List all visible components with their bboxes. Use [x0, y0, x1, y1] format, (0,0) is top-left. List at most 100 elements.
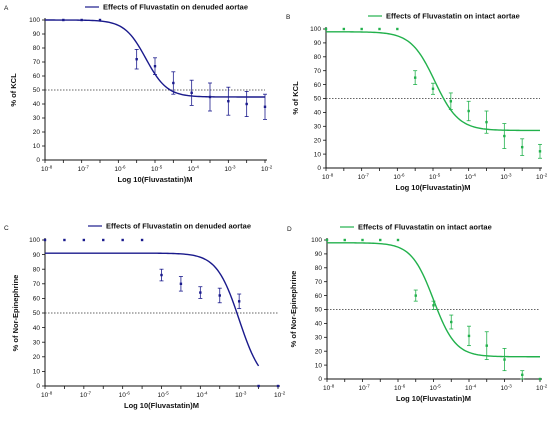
x-tick-label: 10-5	[430, 384, 442, 393]
y-tick-label: 20	[314, 137, 322, 144]
x-tick-base: 10	[235, 392, 243, 399]
y-tick-label: 90	[33, 31, 41, 38]
data-point	[160, 273, 163, 277]
x-tick-base: 10	[80, 392, 88, 399]
y-tick-label: 30	[33, 339, 41, 346]
data-point	[485, 344, 488, 347]
x-tick-base: 10	[323, 385, 331, 392]
y-tick-label: 100	[310, 26, 321, 33]
x-tick-base: 10	[429, 174, 437, 181]
data-point	[82, 238, 86, 242]
data-point	[413, 76, 417, 79]
data-point	[172, 81, 175, 85]
data-point	[276, 384, 280, 388]
x-tick-exponent: -7	[365, 173, 369, 178]
data-point	[325, 238, 329, 242]
y-tick-label: 90	[314, 40, 322, 47]
y-tick-label: 80	[314, 54, 322, 61]
x-tick-base: 10	[393, 174, 401, 181]
data-point	[140, 238, 144, 242]
x-tick-base: 10	[158, 392, 166, 399]
x-tick-base: 10	[430, 385, 438, 392]
data-point	[538, 150, 542, 153]
legend-title: Effects of Fluvastatin on intact aortae	[358, 223, 492, 232]
data-point	[360, 27, 363, 31]
data-point	[538, 377, 542, 381]
x-tick-label: 10-3	[501, 384, 513, 393]
x-tick-exponent: -4	[204, 391, 208, 396]
x-tick-label: 10-3	[235, 391, 247, 400]
y-tick-label: 20	[33, 129, 41, 136]
y-tick-label: 90	[33, 252, 41, 259]
y-tick-label: 100	[29, 237, 40, 244]
x-tick-label: 10-7	[80, 391, 92, 400]
data-point	[361, 238, 364, 242]
x-tick-exponent: -2	[268, 165, 272, 170]
x-tick-label: 10-2	[536, 384, 548, 393]
x-tick-base: 10	[394, 385, 402, 392]
data-point	[521, 373, 524, 377]
data-point	[257, 384, 260, 388]
x-tick-exponent: -4	[472, 173, 476, 178]
x-tick-label: 10-2	[274, 391, 286, 400]
data-point	[342, 27, 346, 31]
data-point	[396, 27, 399, 31]
legend-title: Effects of Fluvastatin on intact aortae	[386, 12, 520, 21]
data-point	[102, 238, 105, 242]
y-tick-label: 50	[33, 87, 41, 94]
x-tick-base: 10	[41, 392, 49, 399]
x-tick-exponent: -2	[281, 391, 285, 396]
y-tick-label: 70	[315, 279, 323, 286]
x-tick-label: 10-5	[158, 391, 170, 400]
data-point	[396, 238, 400, 242]
x-tick-base: 10	[274, 392, 282, 399]
x-tick-label: 10-6	[394, 384, 406, 393]
y-tick-label: 30	[314, 124, 322, 131]
data-point	[190, 91, 193, 94]
data-point	[80, 18, 83, 22]
x-tick-base: 10	[465, 174, 473, 181]
data-point	[485, 120, 488, 124]
panel-letter: D	[287, 226, 292, 233]
data-point	[199, 291, 202, 294]
y-tick-label: 60	[33, 73, 41, 80]
data-point	[343, 238, 346, 242]
x-tick-label: 10-5	[151, 165, 163, 174]
x-tick-base: 10	[151, 166, 159, 173]
x-axis-label: Log 10(Fluvastatin)M	[124, 401, 199, 410]
data-point	[503, 358, 506, 361]
x-tick-exponent: -3	[508, 384, 512, 389]
y-tick-label: 50	[33, 310, 41, 317]
data-point	[414, 294, 417, 297]
panel-letter: A	[4, 5, 9, 12]
x-tick-exponent: -6	[122, 165, 126, 170]
x-tick-exponent: -4	[195, 165, 199, 170]
y-tick-label: 60	[315, 293, 323, 300]
x-tick-label: 10-8	[41, 165, 53, 174]
data-point	[218, 294, 221, 297]
data-point	[121, 238, 124, 242]
x-tick-label: 10-6	[114, 165, 126, 174]
y-tick-label: 0	[318, 376, 322, 383]
y-tick-label: 100	[311, 237, 322, 244]
x-tick-exponent: -3	[242, 391, 246, 396]
y-tick-label: 40	[33, 325, 41, 332]
data-point	[263, 105, 267, 108]
y-tick-label: 80	[315, 265, 323, 272]
y-tick-label: 10	[33, 143, 41, 150]
data-point	[98, 18, 102, 22]
y-tick-label: 10	[315, 362, 323, 369]
x-axis-label: Log 10(Fluvastatin)M	[117, 175, 192, 184]
y-tick-label: 40	[314, 110, 322, 117]
x-tick-base: 10	[78, 166, 86, 173]
x-tick-base: 10	[41, 166, 49, 173]
x-tick-label: 10-3	[224, 165, 236, 174]
x-tick-label: 10-7	[358, 173, 370, 182]
y-tick-label: 0	[317, 165, 321, 172]
y-tick-label: 20	[315, 348, 323, 355]
x-tick-base: 10	[224, 166, 232, 173]
y-tick-label: 0	[36, 157, 40, 164]
panel-b: B Effects of Fluvastatin on intact aortae…	[286, 12, 548, 192]
y-tick-label: 10	[33, 369, 41, 376]
x-tick-exponent: -6	[401, 384, 405, 389]
